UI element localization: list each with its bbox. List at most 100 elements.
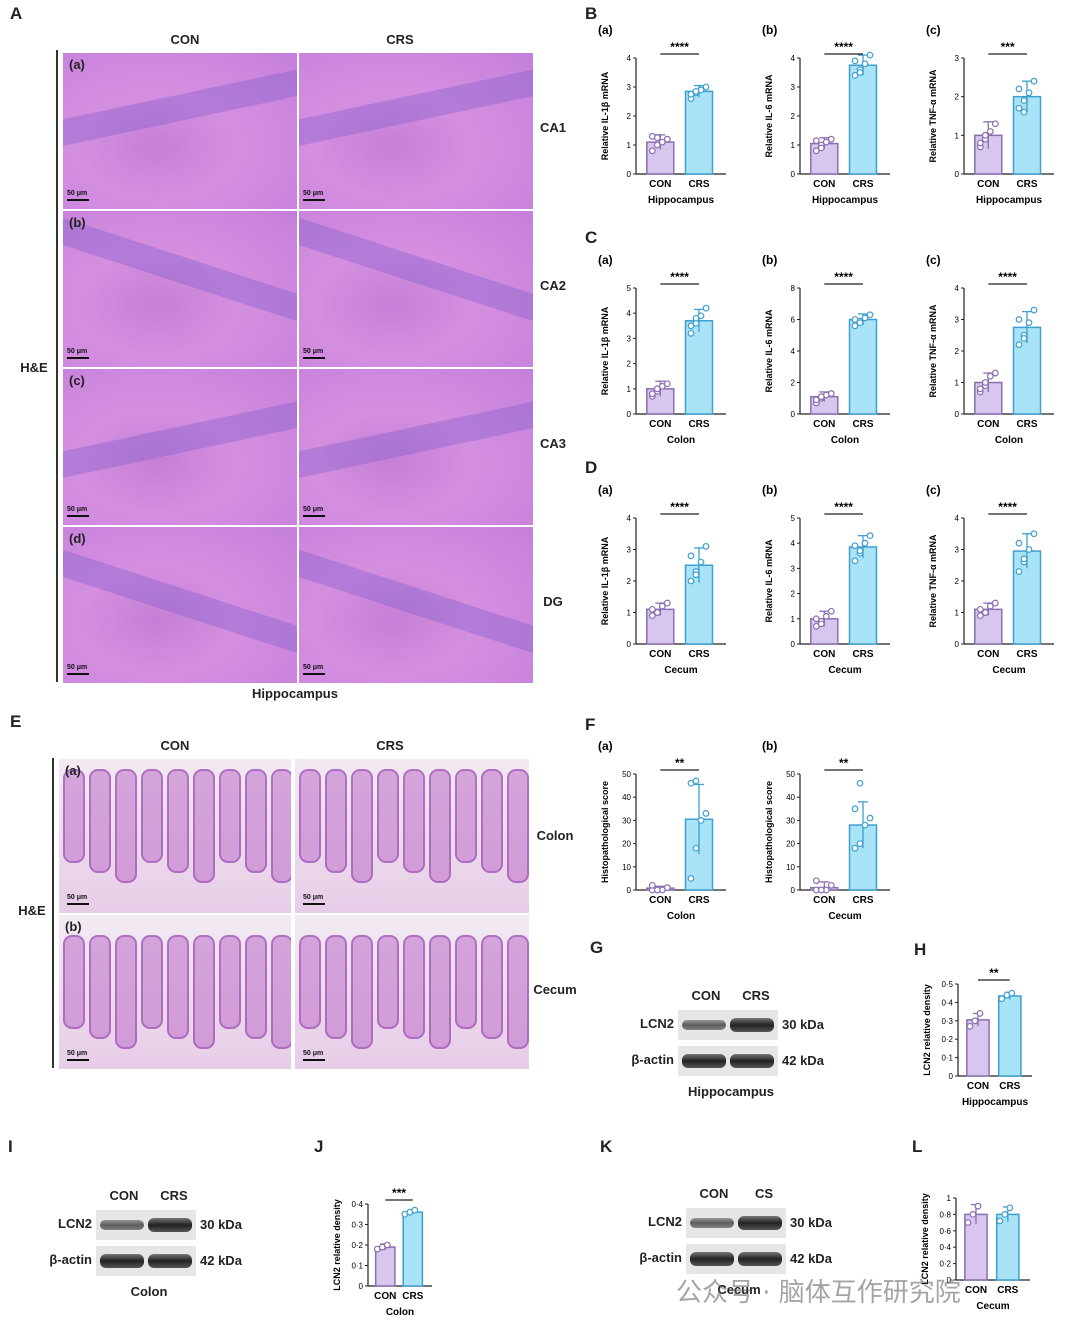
histology-image-dg-crs: 50 μm (298, 526, 534, 684)
y-tick-label: 1 (955, 379, 960, 388)
crypt (245, 935, 267, 1039)
chart-svg: (c) Relative TNF-α mRNA 0 1 2 3 4 CON CRS Colon **… (926, 253, 1054, 446)
data-point-crs (866, 311, 874, 319)
panel-letter-l: L (912, 1137, 923, 1156)
cell-layer-band (63, 395, 297, 481)
scale-bar: 50 μm (303, 1050, 326, 1061)
chart-b-b: (b) Relative IL-6 mRNA 0 1 2 3 4 CON CRS Hippocam… (762, 20, 898, 220)
scale-bar: 50 μm (303, 894, 326, 905)
y-tick-label: 0·4 (941, 998, 953, 1007)
crypt (271, 935, 291, 1049)
y-tick-label: 6 (791, 316, 796, 325)
data-point-crs (996, 1217, 1004, 1225)
data-point-crs (1030, 530, 1038, 538)
y-tick-label: 50 (622, 770, 631, 779)
chart-svg: (c) Relative TNF-α mRNA 0 1 2 3 4 CON CRS Cecum **… (926, 483, 1054, 676)
y-tick-label: 0 (791, 410, 796, 419)
y-axis-label: Relative IL-1β mRNA (600, 71, 610, 160)
data-point-crs (692, 571, 700, 579)
y-tick-label: 3 (627, 334, 632, 343)
blot-row1: LCN2 (640, 1016, 674, 1031)
data-point-con (822, 138, 830, 146)
data-point-con (976, 139, 984, 147)
bar-crs (997, 995, 1022, 1077)
x-tick-label-con: CON (813, 649, 835, 660)
data-point-con (976, 612, 984, 620)
data-point-crs (692, 844, 700, 852)
x-axis-label: Cecum (828, 911, 861, 922)
region-label-ca3: CA3 (539, 436, 566, 451)
y-tick-label: 0·3 (941, 1017, 953, 1026)
chart-sublabel: (b) (762, 23, 777, 37)
y-tick-label: 0·2 (941, 1035, 953, 1044)
data-point-crs (856, 319, 864, 327)
panel-a-caption: Hippocampus (252, 686, 338, 701)
x-axis-label: Colon (667, 435, 695, 446)
significance-stars: **** (670, 270, 689, 284)
x-axis-label: Cecum (664, 665, 697, 676)
data-point-crs (692, 87, 700, 95)
crypt (455, 935, 477, 1029)
x-tick-label-con: CON (977, 179, 999, 190)
y-tick-label: 1 (791, 141, 796, 150)
data-point-crs (851, 57, 859, 65)
data-point-con (663, 599, 671, 607)
data-point-con (981, 379, 989, 386)
crypt (219, 935, 241, 1029)
y-tick-label: 2 (627, 577, 632, 586)
significance-stars: **** (998, 500, 1017, 514)
data-point-crs (687, 874, 695, 882)
significance-stars: ** (839, 756, 849, 770)
data-point-con (986, 602, 994, 610)
x-axis-label: Hippocampus (648, 195, 715, 206)
data-point-con (991, 120, 999, 128)
data-point-con (653, 141, 661, 149)
y-tick-label: 0 (791, 640, 796, 649)
data-point-crs (1030, 77, 1038, 85)
band-lane1 (690, 1218, 734, 1228)
y-tick-label: 4 (791, 347, 796, 356)
significance-stars: **** (670, 40, 689, 54)
x-tick-label-crs: CRS (852, 179, 873, 190)
blot-g: CON CRS LCN2 β-actin 30 kDa 42 kDa Hippocampus (626, 988, 836, 1099)
data-point-con (817, 886, 825, 894)
data-point-crs (692, 777, 700, 785)
y-tick-label: 1 (791, 615, 796, 624)
crypt (351, 935, 373, 1049)
histology-image-colon-crs: 50 μm (294, 758, 530, 914)
data-point-con (648, 612, 656, 620)
y-tick-label: 0 (947, 1276, 952, 1285)
data-point-crs (1001, 1211, 1009, 1218)
cell-layer-band (299, 214, 533, 330)
data-point-crs (687, 322, 695, 330)
x-tick-label-crs: CRS (852, 649, 873, 660)
panel-letter-i: I (8, 1137, 13, 1156)
x-tick-label-con: CON (813, 895, 835, 906)
y-tick-label: 4 (627, 309, 632, 318)
y-tick-label: 0·1 (941, 1054, 953, 1063)
histology-image-ca3-con: 50 μm (c) (62, 368, 298, 526)
data-point-crs (851, 557, 859, 565)
band-lane1 (682, 1054, 726, 1068)
panel-e-col-con: CON (160, 738, 190, 753)
data-point-con (964, 1219, 972, 1226)
y-tick-label: 3 (791, 83, 796, 92)
data-point-con (658, 602, 666, 610)
significance-stars: ** (989, 966, 999, 980)
y-tick-label: 0 (359, 1282, 364, 1291)
panel-letter-h: H (914, 940, 927, 959)
y-tick-label: 4 (955, 514, 960, 523)
data-point-crs (687, 577, 695, 585)
y-tick-label: 4 (627, 54, 632, 63)
y-tick-label: 5 (627, 284, 632, 293)
chart-c-b: (b) Relative IL-6 mRNA 0 2 4 6 8 CON CRS Colon ***… (762, 250, 898, 460)
data-point-con (653, 385, 661, 393)
crypt (299, 935, 321, 1029)
chart-svg: LCN2 relative density 0 0·2 0·4 0·6 0·8 1 CON CR… (920, 1193, 1030, 1312)
data-point-crs (1030, 306, 1038, 314)
blot-i: CON CRS LCN2 β-actin 30 kDa 42 kDa Colon (44, 1188, 254, 1299)
y-tick-label: 40 (786, 793, 795, 802)
data-point-crs (861, 821, 869, 829)
band-lane2 (148, 1254, 192, 1268)
chart-svg: (c) Relative TNF-α mRNA 0 1 2 3 CON CRS Hippocam… (926, 23, 1054, 206)
